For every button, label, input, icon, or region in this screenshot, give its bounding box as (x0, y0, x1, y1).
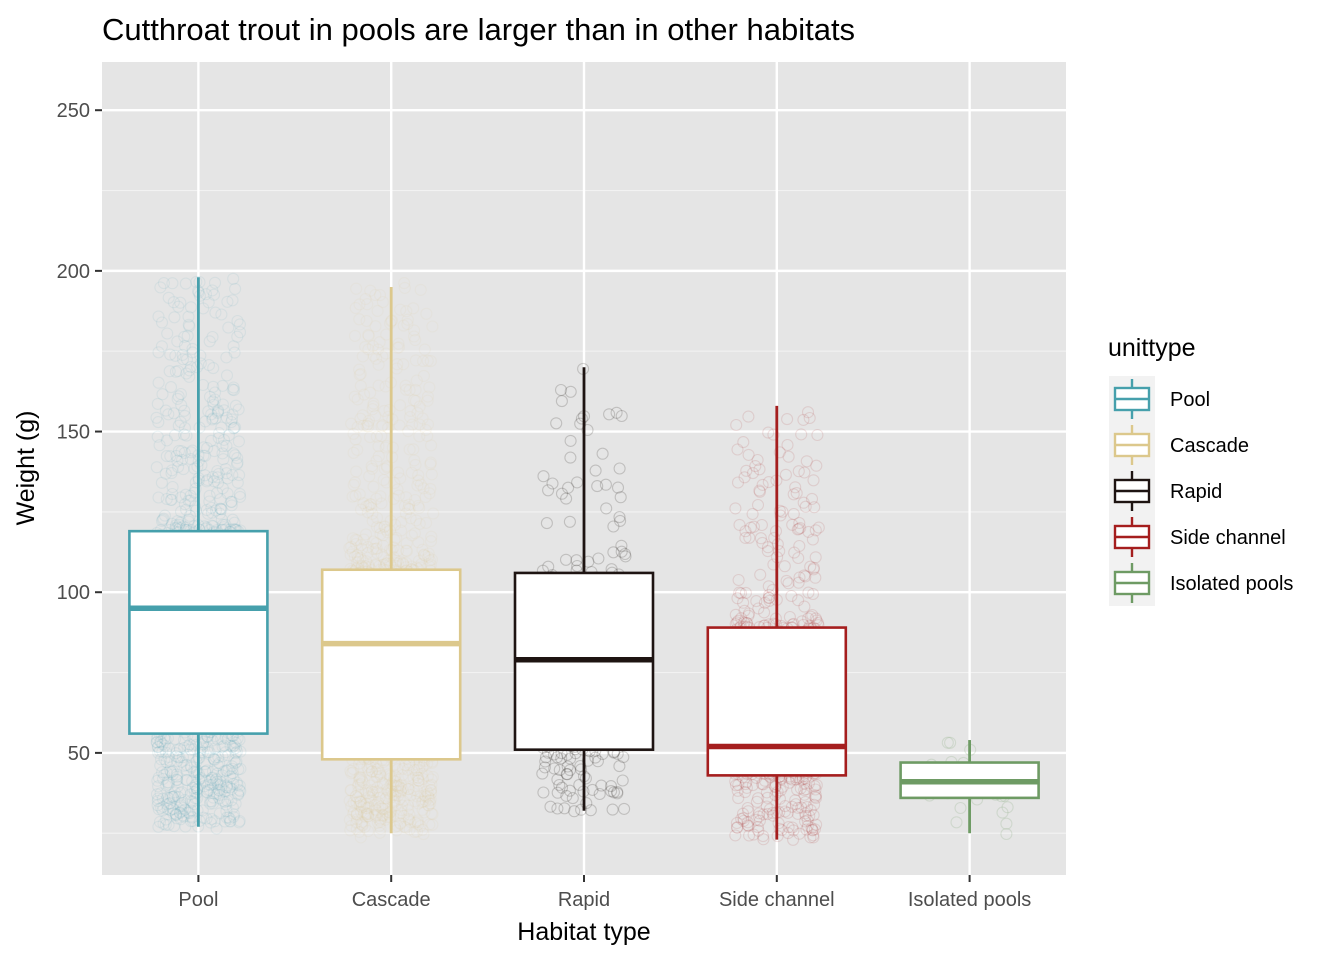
legend-label: Isolated pools (1170, 573, 1293, 595)
y-tick-label: 150 (57, 422, 90, 444)
chart-title: Cutthroat trout in pools are larger than… (102, 12, 855, 47)
x-tick-label: Rapid (558, 889, 610, 911)
boxplot-rapid (513, 367, 655, 811)
y-tick-label: 100 (57, 582, 90, 604)
legend-item-side-channel: Side channel (1109, 514, 1286, 560)
box-iqr (320, 568, 462, 761)
box-iqr (706, 626, 848, 777)
boxplots (128, 277, 1040, 840)
axes: 50 100 150 200 250 Pool Cascade Rapid Side chann… (57, 100, 1032, 911)
boxplot-pool (128, 277, 269, 827)
y-tick-label: 50 (68, 743, 90, 765)
boxplot-isolated-pools (899, 740, 1040, 834)
legend-item-cascade: Cascade (1109, 422, 1249, 468)
y-tick-label: 250 (57, 100, 90, 122)
legend-label: Side channel (1170, 527, 1286, 549)
y-axis-title: Weight (g) (12, 411, 40, 526)
boxplot-side-channel (706, 405, 848, 840)
boxplot-cascade (320, 286, 462, 834)
x-axis-title: Habitat type (517, 918, 650, 946)
legend-item-rapid: Rapid (1109, 468, 1222, 514)
x-tick-label: Isolated pools (908, 889, 1031, 911)
legend-item-pool: Pool (1109, 376, 1210, 422)
y-tick-label: 200 (57, 261, 90, 283)
legend-label: Rapid (1170, 481, 1222, 503)
legend-title: unittype (1108, 334, 1196, 362)
legend: unittype Pool Cascade Rapid Side channel Iso… (1108, 334, 1293, 606)
legend-label: Pool (1170, 389, 1210, 411)
legend-label: Cascade (1170, 435, 1249, 457)
x-tick-label: Pool (178, 889, 218, 911)
x-tick-label: Cascade (352, 889, 431, 911)
box-iqr (128, 529, 269, 735)
x-tick-label: Side channel (719, 889, 835, 911)
legend-item-isolated-pools: Isolated pools (1109, 560, 1293, 606)
